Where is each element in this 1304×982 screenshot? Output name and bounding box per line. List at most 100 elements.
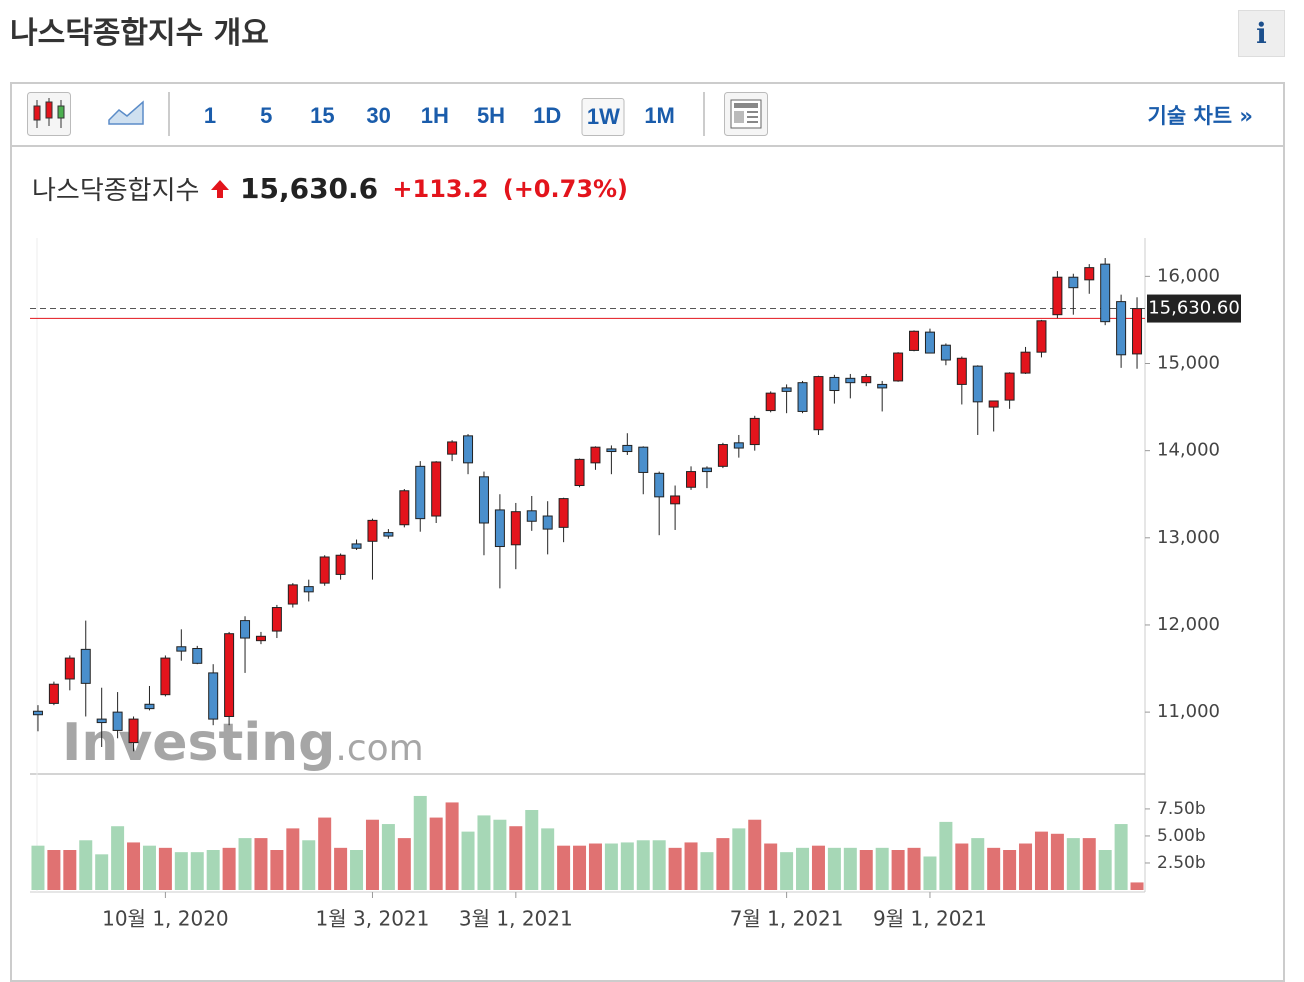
- volume-bar: [254, 838, 268, 890]
- volume-bar: [381, 824, 395, 890]
- volume-bar: [461, 831, 475, 890]
- candle-body: [415, 465, 426, 520]
- candle-body: [112, 711, 123, 731]
- volume-bar: [668, 847, 682, 890]
- interval-button[interactable]: 1: [203, 103, 217, 128]
- interval-button[interactable]: 30: [366, 103, 391, 128]
- volume-bar: [286, 828, 300, 890]
- volume-bar: [509, 826, 523, 890]
- candle-body: [48, 683, 59, 704]
- candle-body: [1100, 263, 1111, 323]
- last-price-label: 15,630.60: [1148, 298, 1240, 319]
- volume-bar: [238, 838, 252, 890]
- candle-body: [765, 392, 776, 412]
- price: 15,630.6: [239, 172, 379, 205]
- volume-bar: [636, 840, 650, 890]
- candle-body: [1020, 351, 1031, 374]
- volume-bar: [987, 847, 1001, 890]
- candle-body: [717, 444, 728, 467]
- watermark-suffix: .com: [335, 728, 423, 769]
- candle-body: [160, 657, 171, 696]
- last-price-box: [1147, 294, 1241, 323]
- volume-bar: [732, 828, 746, 890]
- volume-bar: [1019, 843, 1033, 890]
- line-type-button[interactable]: [107, 98, 145, 128]
- volume-bar: [47, 850, 61, 890]
- candle-body: [96, 718, 107, 724]
- volume-bar: [429, 817, 443, 890]
- y-tick-label: 16,000: [1157, 265, 1220, 286]
- volume-bar: [525, 810, 539, 890]
- link-arrow: »: [1239, 104, 1253, 128]
- candle-body: [749, 417, 760, 446]
- candle-body: [1068, 276, 1079, 289]
- volume-bar: [588, 843, 602, 890]
- candle-body: [638, 446, 649, 473]
- volume-tick-label: 5.00b: [1157, 826, 1206, 846]
- up-arrow: [210, 179, 229, 198]
- volume-bar: [350, 850, 364, 890]
- candle-body: [32, 710, 43, 716]
- candle-body: [797, 382, 808, 412]
- volume-bar: [1130, 882, 1144, 890]
- candle-body: [733, 442, 744, 449]
- candle-body: [654, 472, 665, 498]
- volume-bar: [780, 852, 794, 890]
- volume-bar: [1066, 838, 1080, 890]
- interval-button[interactable]: 5H: [476, 103, 506, 128]
- volume-bar: [142, 845, 156, 890]
- y-tick-label: 11,000: [1157, 701, 1220, 722]
- candle-body: [319, 556, 330, 584]
- volume-bar: [748, 819, 762, 890]
- technical-chart-link[interactable]: 기술 차트 »: [1148, 98, 1253, 134]
- volume-bar: [1050, 833, 1064, 890]
- candle-type-button[interactable]: [27, 92, 71, 136]
- volume-bar: [955, 843, 969, 890]
- interval-button[interactable]: 1W: [581, 98, 625, 136]
- candle-body: [494, 509, 505, 548]
- candle-body: [909, 330, 920, 351]
- volume-bar: [939, 821, 953, 890]
- interval-button[interactable]: 1M: [644, 103, 675, 128]
- candle-body: [1132, 308, 1143, 355]
- candle-body: [240, 620, 251, 639]
- x-tick-label: 9월 1, 2021: [873, 907, 987, 931]
- candle-body: [399, 490, 410, 526]
- volume-bar: [1114, 824, 1128, 890]
- volume-bar: [1003, 850, 1017, 890]
- interval-button[interactable]: 15: [310, 103, 335, 128]
- interval-button[interactable]: 5: [260, 103, 273, 128]
- info-button[interactable]: i: [1238, 10, 1285, 57]
- volume-bar: [222, 847, 236, 890]
- layout-button[interactable]: [724, 92, 768, 136]
- candle-body: [335, 554, 346, 575]
- candle-body: [463, 435, 474, 464]
- candle-body: [590, 446, 601, 464]
- volume-bar: [859, 850, 873, 890]
- candle-body: [622, 444, 633, 453]
- volume-bar: [477, 815, 491, 890]
- candle-body: [367, 519, 378, 542]
- volume-bar: [684, 842, 698, 890]
- volume-bar: [445, 802, 459, 890]
- volume-bar: [270, 850, 284, 890]
- volume-bar: [907, 847, 921, 890]
- volume-bar: [573, 845, 587, 890]
- volume-bar: [1034, 831, 1048, 890]
- candle-body: [1004, 372, 1015, 401]
- volume-bar: [652, 840, 666, 890]
- candle-body: [208, 672, 219, 720]
- candle-body: [64, 657, 75, 680]
- interval-button[interactable]: 1H: [420, 103, 449, 128]
- interval-button[interactable]: 1D: [533, 103, 562, 128]
- candle-body: [606, 448, 617, 453]
- candle-body: [542, 515, 553, 530]
- candle-body: [845, 377, 856, 384]
- volume-bar: [95, 854, 109, 890]
- volume-bar: [811, 845, 825, 890]
- change-percent: (+0.73%): [502, 174, 629, 203]
- candle-body: [1116, 301, 1127, 356]
- volume-bar: [796, 847, 810, 890]
